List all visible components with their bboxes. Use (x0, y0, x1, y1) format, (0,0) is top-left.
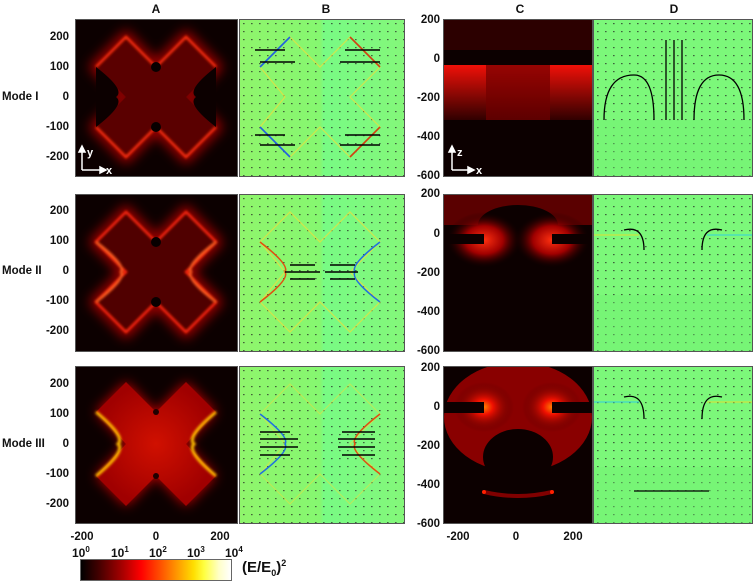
x-tick: -200 (446, 531, 470, 543)
colorbar-tick-1: 101 (111, 545, 129, 560)
y-tick: 100 (49, 408, 69, 420)
panel-d-mode2-vector-cross-section (593, 194, 753, 352)
mode-label-2: Mode II (2, 265, 42, 277)
y-tick: 100 (49, 61, 69, 73)
panel-b-mode3-vector-map (239, 366, 405, 524)
z-tick: -600 (416, 345, 440, 357)
y-tick: -200 (45, 325, 69, 337)
column-title-d: D (669, 2, 679, 16)
z-tick: -600 (416, 170, 440, 182)
panel-c-mode3-field-cross-section (443, 366, 593, 524)
y-tick: -100 (45, 468, 69, 480)
colorbar-tick-0: 100 (72, 545, 90, 560)
x-tick: 0 (152, 531, 160, 543)
y-tick: 200 (49, 378, 69, 390)
colorbar-tick-4: 104 (225, 545, 243, 560)
z-tick: 200 (420, 14, 440, 26)
y-tick: -200 (45, 498, 69, 510)
y-tick: -100 (45, 295, 69, 307)
z-tick: -600 (416, 518, 440, 530)
x-axis-label: x (106, 165, 113, 176)
panel-c-mode1-field-cross-section: z x (443, 19, 593, 177)
x-axis-label: x (476, 165, 483, 176)
mode-label-1: Mode I (2, 91, 39, 103)
z-tick: -200 (416, 440, 440, 452)
z-tick: 0 (433, 401, 440, 413)
panel-b-mode2-vector-map (239, 194, 405, 352)
z-tick: 0 (433, 228, 440, 240)
panel-d-mode1-vector-cross-section (593, 19, 753, 177)
xy-orientation-icon (77, 144, 108, 175)
y-tick: 0 (62, 91, 69, 103)
panel-a-mode1-field-map: y x (75, 19, 238, 177)
x-tick: -200 (70, 531, 94, 543)
colorbar-tick-3: 103 (187, 545, 205, 560)
x-tick: 0 (512, 531, 520, 543)
z-axis-label: z (457, 147, 463, 159)
panel-d-mode3-vector-cross-section (593, 366, 753, 524)
panel-a-mode2-field-map (75, 194, 238, 352)
y-tick: 100 (49, 235, 69, 247)
panel-b-mode1-vector-map (239, 19, 405, 177)
x-tick: 200 (210, 531, 230, 543)
y-axis-label: y (87, 147, 94, 159)
xz-orientation-icon (447, 144, 476, 175)
z-tick: 200 (420, 188, 440, 200)
z-tick: -400 (416, 479, 440, 491)
y-tick: -200 (45, 151, 69, 163)
panel-a-mode3-field-map (75, 366, 238, 524)
z-tick: -200 (416, 92, 440, 104)
colorbar (80, 559, 232, 581)
y-tick: 200 (49, 31, 69, 43)
column-title-c: C (515, 2, 525, 16)
z-tick: -400 (416, 131, 440, 143)
y-tick: -100 (45, 121, 69, 133)
z-tick: 0 (433, 53, 440, 65)
y-tick: 0 (62, 265, 69, 277)
z-tick: -200 (416, 267, 440, 279)
x-tick: 200 (563, 531, 583, 543)
y-tick: 200 (49, 205, 69, 217)
colorbar-tick-2: 102 (149, 545, 167, 560)
y-tick: 0 (62, 438, 69, 450)
panel-c-mode2-field-cross-section (443, 194, 593, 352)
column-title-a: A (151, 2, 161, 16)
z-tick: -400 (416, 306, 440, 318)
mode-label-3: Mode III (2, 438, 45, 450)
column-title-b: B (321, 2, 331, 16)
z-tick: 200 (420, 362, 440, 374)
colorbar-label: (E/E0)2 (242, 558, 287, 578)
